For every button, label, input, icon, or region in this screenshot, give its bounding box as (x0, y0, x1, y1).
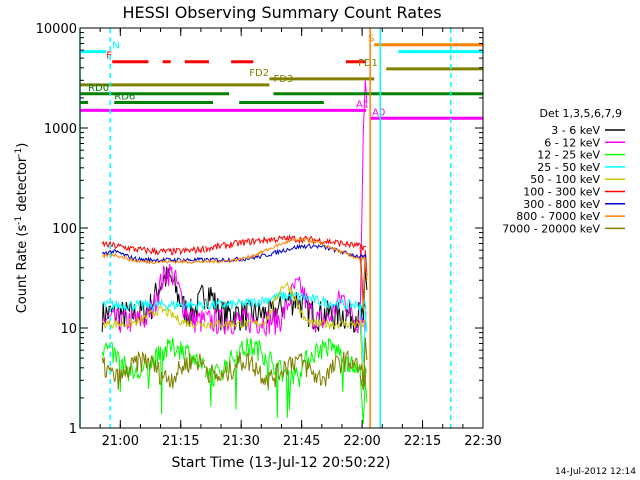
series-line-1 (101, 80, 368, 338)
y-tick-label-2: 100 (52, 222, 77, 237)
y-tick-label-4: 10000 (36, 22, 77, 37)
flag-label-RD0: RD0 (88, 83, 109, 94)
flag-label-N: N (112, 41, 119, 52)
legend-label-6: 300 - 800 keV (523, 198, 600, 211)
y-axis-label-exp2: -1 (14, 148, 24, 157)
x-tick-label-1: 21:15 (162, 434, 199, 449)
flag-label-FD1: FD1 (358, 58, 378, 69)
y-tick-label-3: 1000 (44, 122, 77, 137)
y-axis-label-end: ) (15, 143, 30, 148)
series-line-8 (101, 337, 368, 391)
legend-label-5: 100 - 300 keV (523, 186, 600, 199)
flag-label-RD6: RD6 (114, 91, 135, 102)
x-axis-label: Start Time (13-Jul-12 20:50:22) (171, 455, 390, 471)
x-tick-label-3: 21:45 (283, 434, 320, 449)
legend-label-3: 25 - 50 keV (537, 161, 600, 174)
flag-label-F: F (106, 51, 112, 62)
series-line-7 (101, 237, 368, 311)
y-axis-label-main: Count Rate (s (15, 225, 30, 314)
x-tick-label-5: 22:15 (404, 434, 441, 449)
legend-label-8: 7000 - 20000 keV (502, 222, 600, 235)
legend-label-2: 12 - 25 keV (537, 149, 600, 162)
flag-label-FD3: FD3 (273, 74, 293, 85)
x-tick-label-2: 21:30 (222, 434, 259, 449)
y-axis-label-mid: detector (15, 156, 30, 216)
y-tick-label-1: 10 (60, 322, 77, 337)
x-tick-label-0: 21:00 (102, 434, 139, 449)
y-axis-label: Count Rate (s-1 detector-1) (14, 143, 30, 314)
footer-date: 14-Jul-2012 12:14 (555, 467, 636, 477)
flag-label-FD2: FD2 (249, 68, 269, 79)
legend-label-4: 50 - 100 keV (530, 173, 600, 186)
flag-label-A1: A1 (356, 99, 369, 110)
axes: 21:00 21:15 21:30 21:45 22:00 22:15 22:30 1 10 10… (36, 22, 502, 449)
x-tick-label-6: 22:30 (464, 434, 501, 449)
flag-label-S: S (368, 34, 374, 45)
series-line-3 (101, 290, 368, 363)
legend-title: Det 1,3,5,6,7,9 (539, 107, 622, 120)
legend-label-0: 3 - 6 keV (551, 124, 600, 137)
y-tick-label-0: 1 (69, 422, 77, 437)
x-tick-label-4: 22:00 (343, 434, 380, 449)
flag-label-A0: A0 (372, 107, 385, 118)
chart-title: HESSI Observing Summary Count Rates (122, 3, 441, 22)
legend-label-7: 800 - 7000 keV (516, 210, 600, 223)
data-layer (101, 80, 368, 424)
y-axis-label-exp1: -1 (14, 216, 24, 225)
legend-label-1: 6 - 12 keV (544, 136, 600, 149)
